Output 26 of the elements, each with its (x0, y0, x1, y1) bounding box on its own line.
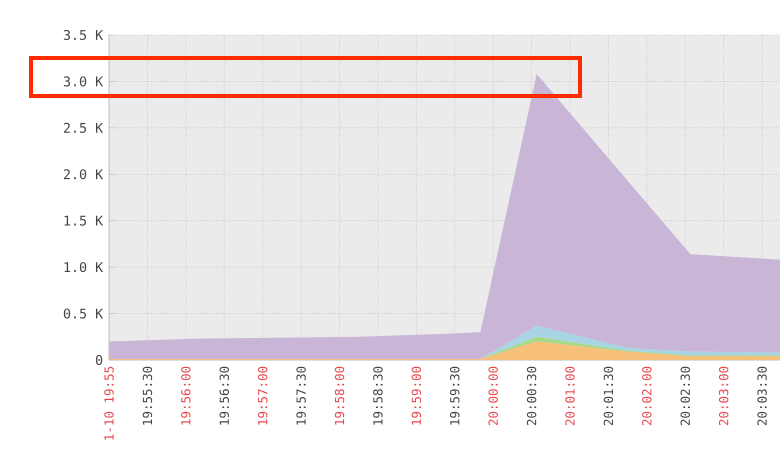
x-tick-label: 20:01:00 (565, 366, 575, 426)
x-tick-label: 19:56:00 (181, 366, 191, 425)
x-tick-label: 19:57:00 (258, 366, 268, 425)
x-tick-label: 19:57:30 (296, 366, 306, 425)
x-tick-label: 19:58:30 (373, 366, 383, 425)
y-tick-label: 1.0 K (64, 262, 104, 272)
x-tick-label: 20:03:30 (757, 366, 767, 426)
x-tick-label: 19:59:30 (450, 366, 460, 425)
y-tick-label: 3.0 K (64, 76, 104, 86)
x-tick-label: 19:59:00 (412, 366, 422, 425)
x-tick-label: 20:03:00 (718, 366, 728, 426)
x-tick-label: 19:58:00 (334, 366, 344, 425)
y-tick-label: 1.5 K (64, 216, 104, 226)
x-tick-label: 20:00:00 (488, 366, 498, 426)
x-tick-label: 19:56:30 (220, 366, 229, 425)
x-tick-label: 20:02:00 (642, 366, 652, 426)
x-tick-label: 20:02:30 (680, 366, 690, 426)
y-tick-label: 0 (96, 354, 102, 366)
x-tick-label: 20:01:30 (604, 366, 614, 426)
y-tick-label: 0.5 K (64, 308, 104, 319)
x-tick-label: 20:00:30 (526, 366, 536, 426)
y-tick-label: 2.5 K (64, 122, 104, 133)
x-tick-label: 19:55:30 (142, 366, 152, 425)
x-tick-label: 1-10 19:55 (104, 366, 114, 440)
y-tick-label: 2.0 K (64, 169, 104, 180)
y-tick-label: 3.5 K (64, 30, 104, 40)
